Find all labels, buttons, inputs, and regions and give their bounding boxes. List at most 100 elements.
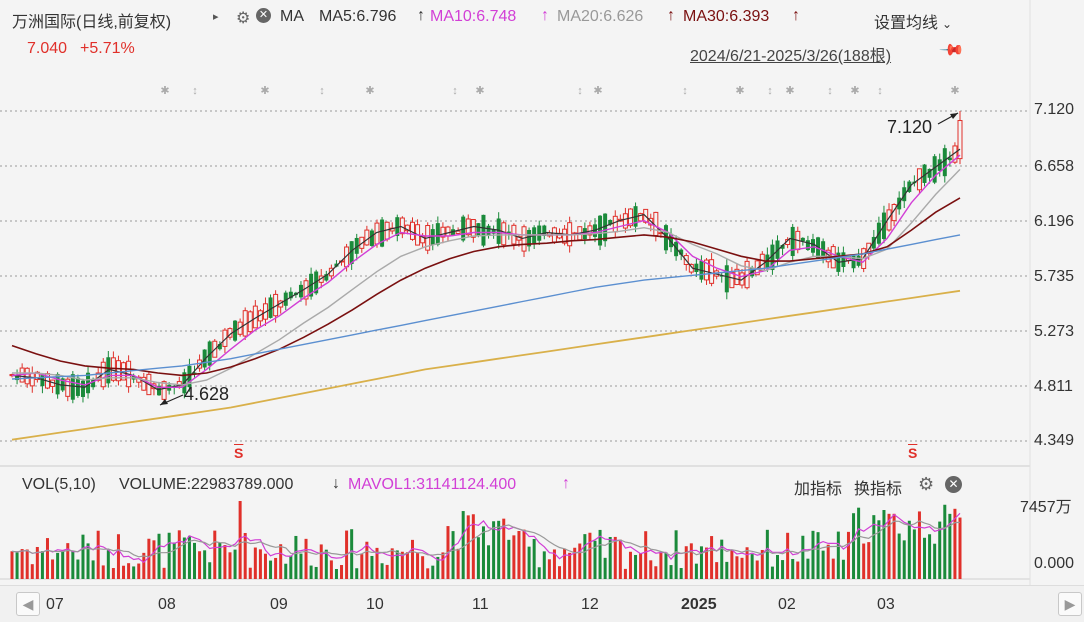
volume-bar <box>649 560 653 579</box>
gear-icon[interactable]: ⚙ <box>236 10 251 27</box>
scroll-left-button[interactable]: ◀ <box>16 592 40 616</box>
volume-bar <box>775 555 779 579</box>
y-tick-label: 5.735 <box>1034 268 1075 285</box>
candle-body <box>217 344 222 350</box>
close-icon[interactable]: ✕ <box>256 8 271 23</box>
volume-bar <box>684 546 688 579</box>
volume-bar <box>380 563 384 579</box>
month-label: 03 <box>877 596 895 613</box>
volume-bar <box>355 568 359 579</box>
candle-body <box>805 240 810 250</box>
mavol-up-arrow-icon: ↑ <box>562 475 570 492</box>
ma-line-ma30 <box>11 197 961 377</box>
volume-bar <box>416 553 420 579</box>
candle-body <box>694 263 699 272</box>
candle-body <box>841 252 846 267</box>
candle-body <box>440 226 446 238</box>
candle-body <box>562 228 568 244</box>
event-marker: ↕ <box>682 85 688 97</box>
volume-bar <box>142 552 146 579</box>
settings-ma-button[interactable]: 设置均线 ⌄ <box>874 9 952 33</box>
volume-bar <box>639 553 643 579</box>
volume-bar <box>532 538 536 579</box>
indicator-gear-icon[interactable]: ⚙ <box>918 474 935 494</box>
candle-body <box>435 223 440 245</box>
vol-max-label: 7457万 <box>1020 499 1072 516</box>
month-label: 02 <box>778 596 796 613</box>
volume-ma-lines <box>11 512 961 564</box>
volume-bar <box>699 546 703 579</box>
candle-body <box>91 379 96 388</box>
candle-body <box>491 229 496 234</box>
stock-title: 万洲国际(日线,前复权) <box>12 14 172 31</box>
volume-bar <box>289 555 293 579</box>
volume-bar <box>487 545 491 579</box>
volume-bar <box>502 518 506 579</box>
ma30-up-arrow-icon: ↑ <box>792 7 800 24</box>
candle-body <box>947 157 952 161</box>
ma30-value: MA30:6.393 <box>683 8 770 25</box>
volume-bar <box>400 551 404 579</box>
candle-body <box>202 349 207 368</box>
volume-bar <box>725 561 729 579</box>
volume-bar <box>40 551 44 579</box>
volume-bar <box>218 542 222 579</box>
volume-bar <box>527 546 531 579</box>
volume-bar <box>20 549 24 579</box>
volume-bar <box>613 536 617 579</box>
candle-body <box>476 223 481 236</box>
s-marker-icon[interactable]: S <box>234 445 244 461</box>
volume-bar <box>157 533 161 579</box>
volume-bar <box>588 532 592 579</box>
candle-body <box>354 237 359 254</box>
candle-body <box>780 244 785 249</box>
candle-body <box>70 374 75 400</box>
y-tick-label: 4.811 <box>1034 378 1073 395</box>
volume-bar <box>912 529 916 579</box>
volume-value: VOLUME:22983789.000 <box>119 476 294 493</box>
s-marker-icon[interactable]: S <box>908 445 918 461</box>
event-marker: ↕ <box>877 85 883 97</box>
candle-body <box>927 168 932 178</box>
volume-bar <box>304 538 308 579</box>
candle-body <box>404 224 410 232</box>
event-marker: ✱ <box>850 85 859 97</box>
volume-bar <box>370 555 374 579</box>
volume-bar <box>340 565 344 579</box>
month-label: 10 <box>366 596 384 613</box>
date-range[interactable]: 2024/6/21-2025/3/26(188根) <box>690 48 892 65</box>
volume-bar <box>481 526 485 579</box>
volume-bar <box>882 510 886 579</box>
volume-bar <box>436 556 440 579</box>
volume-bar <box>669 565 673 579</box>
chevron-down-icon: ⌄ <box>942 17 953 31</box>
volume-bar <box>826 544 830 579</box>
indicator-close-icon[interactable]: ✕ <box>945 476 962 493</box>
candle-body <box>349 241 354 264</box>
volume-bar <box>846 531 850 579</box>
volume-bar <box>618 539 622 579</box>
add-indicator-button[interactable]: 加指标 <box>794 481 843 498</box>
volume-bar <box>314 566 318 579</box>
volume-bar <box>917 511 921 579</box>
candle-body <box>80 380 85 397</box>
volume-bar <box>375 547 379 579</box>
volume-bar <box>852 513 856 579</box>
volume-bar <box>390 548 394 579</box>
month-label: 11 <box>472 596 489 613</box>
volume-bar <box>735 556 739 579</box>
candle-body <box>34 371 40 381</box>
expand-arrow-icon[interactable]: ▸ <box>213 11 219 23</box>
candle-body <box>324 274 329 281</box>
switch-indicator-button[interactable]: 换指标 <box>854 481 903 498</box>
scroll-right-button[interactable]: ▶ <box>1058 592 1082 616</box>
volume-bar <box>872 515 876 579</box>
ma-lines <box>11 148 961 441</box>
volume-bar <box>253 547 257 579</box>
candle-body <box>669 233 674 248</box>
candle-body <box>922 164 927 183</box>
volume-bar <box>45 538 49 579</box>
volume-bar <box>25 549 29 579</box>
volume-bar <box>152 540 156 579</box>
